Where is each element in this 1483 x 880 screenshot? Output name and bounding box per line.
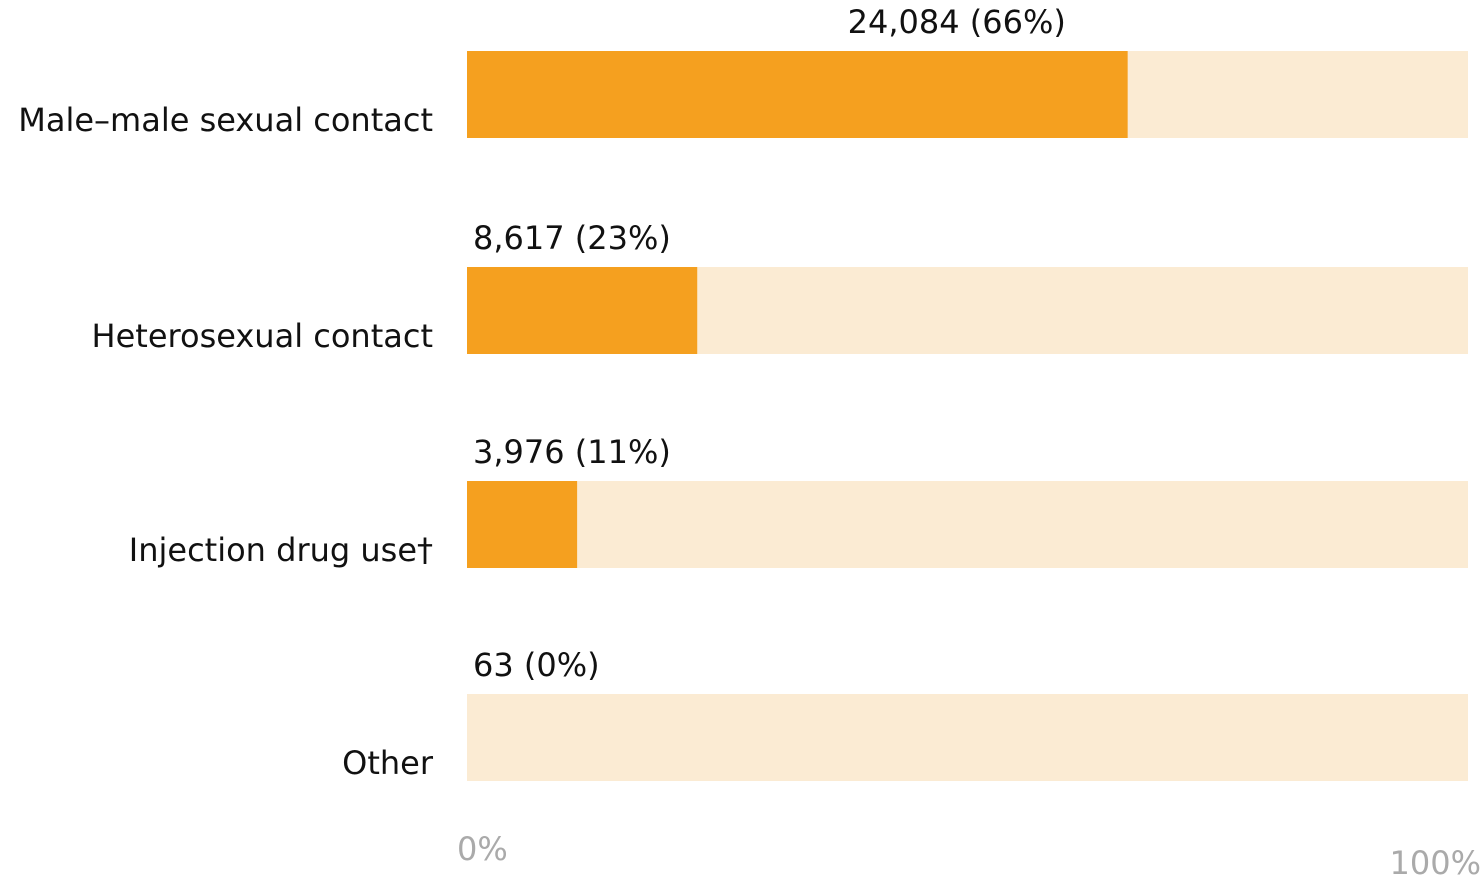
bar	[467, 481, 578, 568]
category-label: Male–male sexual contact	[18, 101, 433, 139]
x-tick-label: 0%	[457, 830, 508, 868]
x-tick-label: 100%	[1390, 844, 1481, 880]
value-label: 3,976 (11%)	[473, 433, 671, 471]
bar-track	[467, 481, 1468, 568]
value-label: 8,617 (23%)	[473, 219, 671, 257]
category-label: Injection drug use†	[129, 531, 433, 569]
value-label: 63 (0%)	[473, 646, 600, 684]
value-label: 24,084 (66%)	[848, 3, 1066, 41]
bar	[467, 267, 698, 354]
category-label: Heterosexual contact	[92, 317, 433, 355]
bar	[467, 51, 1128, 138]
category-label: Other	[342, 744, 434, 782]
bar-track	[467, 694, 1468, 781]
